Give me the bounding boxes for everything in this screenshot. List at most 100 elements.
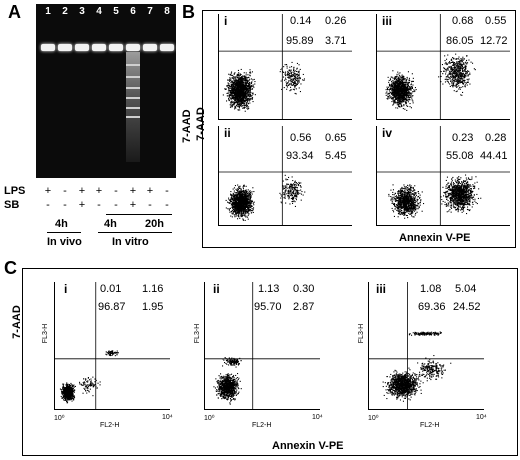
lane-number: 7 — [147, 6, 153, 17]
cell-events — [382, 331, 452, 402]
panel-letter-a: A — [8, 2, 21, 22]
scatter-canvas — [54, 282, 170, 410]
flow-plot-b-i — [218, 14, 352, 120]
panel-c-frame — [22, 268, 518, 456]
sb-row: SB - - + - - + - - — [4, 198, 182, 212]
sign-cell: - — [63, 185, 67, 197]
plot-axes — [376, 14, 510, 120]
lane-number: 1 — [45, 6, 51, 17]
sign-cell: + — [78, 185, 86, 197]
group-divider — [47, 232, 81, 233]
cell-events — [59, 350, 119, 404]
quadrant-value: 0.65 — [325, 132, 347, 144]
row-label-lps: LPS — [4, 185, 26, 197]
lane-number: 6 — [130, 6, 136, 17]
plot-label-b-i: i — [224, 14, 228, 28]
cell-events — [213, 357, 242, 405]
sign-cell: - — [165, 199, 169, 211]
row-label-sb: SB — [4, 199, 20, 211]
flow-plot-c-ii — [204, 282, 320, 410]
x-tick: 10⁰ — [204, 415, 215, 422]
quadrant-value: 5.45 — [325, 150, 347, 162]
dna-band — [143, 44, 157, 51]
panel-b-y-axis-title: 7-AAD — [181, 109, 193, 143]
plot-label-c-i: i — [64, 282, 68, 296]
scatter-canvas — [218, 14, 352, 120]
quadrant-value: 1.95 — [142, 301, 164, 313]
sign-cell: - — [165, 185, 169, 197]
quadrant-value: 24.52 — [453, 301, 481, 313]
quadrant-value: 5.04 — [455, 283, 477, 295]
quadrant-value: 1.08 — [420, 283, 442, 295]
quadrant-value: 0.30 — [293, 283, 315, 295]
quadrant-value: 0.55 — [485, 15, 507, 27]
lane-number: 3 — [79, 6, 85, 17]
group-divider — [98, 232, 172, 233]
quadrant-value: 0.14 — [290, 15, 312, 27]
dna-band — [92, 44, 106, 51]
plot-label-c-iii: iii — [376, 282, 387, 296]
quadrant-value: 0.01 — [100, 283, 122, 295]
sign-cell: - — [97, 199, 101, 211]
cell-events — [225, 174, 306, 221]
plot-axes — [204, 282, 320, 410]
flow-plot-b-iv — [376, 126, 510, 226]
sign-cell: - — [114, 185, 118, 197]
x-tick: 10⁴ — [476, 414, 487, 421]
quadrant-value: 0.56 — [290, 132, 312, 144]
sign-cell: + — [95, 185, 103, 197]
y-channel-label: FL3-H — [42, 323, 50, 344]
panel-b-y-axis-label: 7-AAD — [194, 107, 207, 141]
y-channel-label: FL3-H — [358, 323, 366, 344]
sign-cell: - — [63, 199, 67, 211]
sign-cell: + — [146, 185, 154, 197]
quadrant-value: 93.34 — [286, 150, 314, 162]
x-tick: 10⁴ — [312, 414, 323, 421]
cell-events — [222, 61, 305, 112]
x-tick: 10⁰ — [368, 415, 379, 422]
panel-b-x-axis-title: Annexin V-PE — [399, 232, 471, 244]
quadrant-value: 12.72 — [480, 35, 508, 47]
plot-label-b-iv: iv — [382, 126, 393, 140]
plot-axes — [54, 282, 170, 410]
lps-row: LPS + - + + - + + - — [4, 184, 182, 198]
group-label-invitro-4h: 4h — [104, 218, 117, 230]
scatter-canvas — [376, 126, 510, 226]
x-tick: 10⁴ — [162, 414, 173, 421]
plot-label-c-ii: ii — [213, 282, 220, 296]
quadrant-value: 44.41 — [480, 150, 508, 162]
dna-band — [126, 44, 140, 51]
quadrant-value: 3.71 — [325, 35, 347, 47]
sign-cell: - — [148, 199, 152, 211]
panel-c-x-axis-label: Annexin V-PE — [272, 440, 344, 452]
quadrant-value: 0.68 — [452, 15, 474, 27]
plot-axes — [218, 126, 352, 226]
group-label-invivo-time: 4h — [55, 218, 68, 230]
lane-number: 5 — [113, 6, 119, 17]
quadrant-value: 0.23 — [452, 132, 474, 144]
x-channel-label: FL2-H — [420, 422, 440, 429]
sign-cell: - — [46, 199, 50, 211]
sign-cell: + — [129, 199, 137, 211]
plot-label-b-iii: iii — [382, 14, 393, 28]
lane-number: 8 — [164, 6, 170, 17]
x-tick: 10⁰ — [54, 415, 65, 422]
y-channel-label: FL3-H — [194, 323, 202, 344]
panel-letter-c: C — [4, 258, 17, 278]
flow-plot-c-i — [54, 282, 170, 410]
group-label-invivo: In vivo — [47, 236, 82, 248]
quadrant-value: 69.36 — [418, 301, 446, 313]
quadrant-value: 95.70 — [254, 301, 282, 313]
quadrant-value: 96.87 — [98, 301, 126, 313]
group-divider — [106, 214, 172, 215]
dna-band — [41, 44, 55, 51]
flow-plot-b-ii — [218, 126, 352, 226]
dna-band — [75, 44, 89, 51]
lane-number: 2 — [62, 6, 68, 17]
quadrant-value: 0.26 — [325, 15, 347, 27]
lane-number: 4 — [96, 6, 102, 17]
scatter-canvas — [218, 126, 352, 226]
ladder-rung — [126, 116, 140, 118]
scatter-canvas — [204, 282, 320, 410]
plot-axes — [368, 282, 484, 410]
